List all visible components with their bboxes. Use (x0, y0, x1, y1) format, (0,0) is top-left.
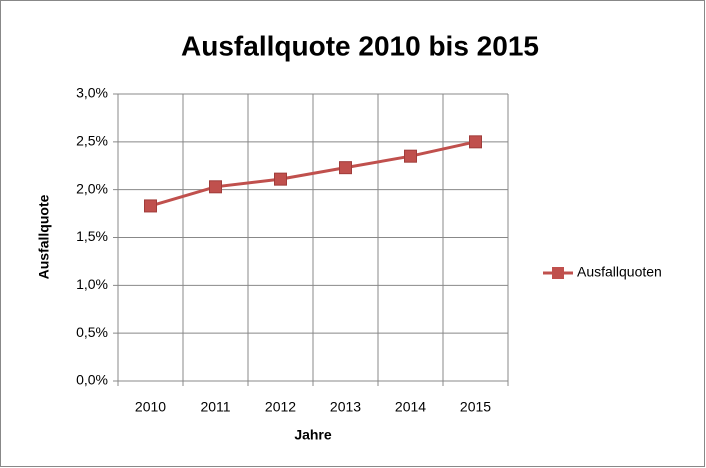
marker (274, 172, 287, 186)
marker (404, 149, 417, 163)
y-tick-label: 2,5% (76, 133, 108, 149)
y-axis-title: Ausfallquote (36, 194, 52, 279)
x-tick-label: 2011 (200, 399, 230, 415)
x-axis-title: Jahre (294, 427, 332, 443)
x-tick-label: 2012 (265, 399, 296, 415)
legend-label: Ausfallquoten (577, 264, 662, 280)
legend-marker (552, 267, 564, 279)
y-tick-label: 0,0% (76, 372, 108, 388)
marker (144, 199, 157, 213)
x-tick-label: 2013 (330, 399, 361, 415)
x-tick-label: 2010 (135, 399, 166, 415)
y-tick-label: 2,0% (76, 180, 108, 196)
series-line (150, 140, 476, 208)
chart-title: Ausfallquote 2010 bis 2015 (181, 30, 539, 61)
marker (469, 135, 482, 149)
y-tick-label: 0,5% (76, 324, 108, 340)
x-tick-label: 2015 (460, 399, 491, 415)
y-tick-label: 3,0% (76, 85, 108, 101)
marker (339, 161, 352, 175)
y-tick-label: 1,0% (76, 276, 108, 292)
x-tick-label: 2014 (395, 399, 426, 415)
marker (209, 180, 222, 194)
y-tick-label: 1,5% (76, 228, 108, 244)
